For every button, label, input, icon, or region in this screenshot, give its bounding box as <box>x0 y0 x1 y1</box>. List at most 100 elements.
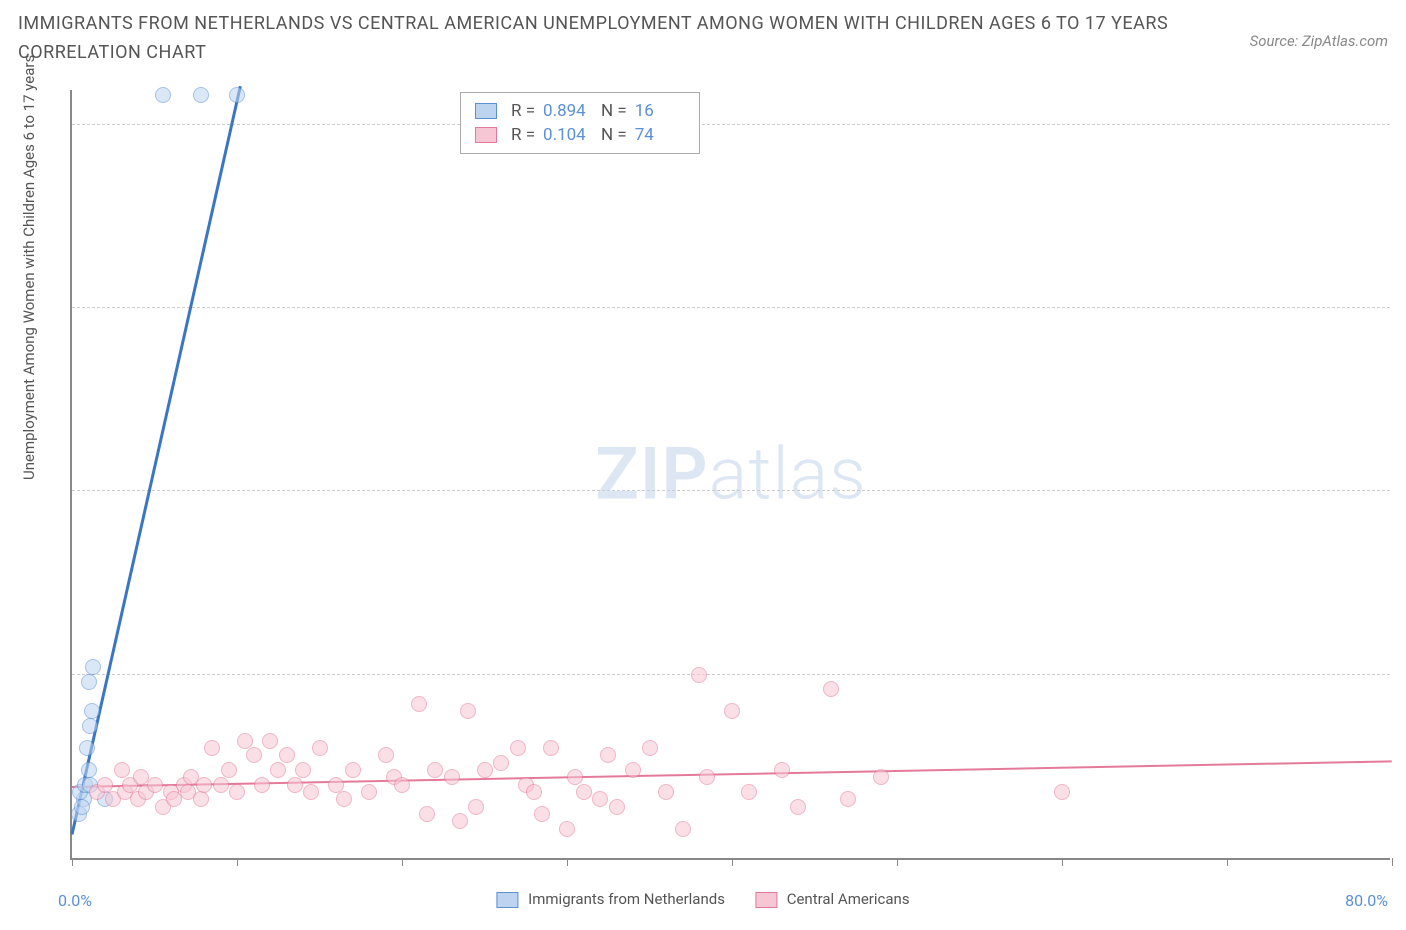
stat-n-label: N = <box>601 125 627 145</box>
data-point <box>361 784 377 800</box>
data-point <box>625 762 641 778</box>
gridline <box>72 124 1390 125</box>
data-point <box>741 784 757 800</box>
data-point <box>1054 784 1070 800</box>
data-point <box>609 799 625 815</box>
legend-swatch-2 <box>475 127 497 143</box>
data-point <box>468 799 484 815</box>
data-point <box>477 762 493 778</box>
x-min-label: 0.0% <box>58 891 92 910</box>
data-point <box>193 791 209 807</box>
x-tick <box>897 858 898 866</box>
x-tick <box>1227 858 1228 866</box>
data-point <box>724 703 740 719</box>
stats-legend-box: R = 0.894 N = 16 R = 0.104 N = 74 <box>460 92 700 154</box>
x-tick <box>1392 858 1393 866</box>
stat-r-label: R = <box>511 125 535 145</box>
data-point <box>600 747 616 763</box>
watermark: ZIPatlas <box>595 432 867 517</box>
data-point <box>155 87 171 103</box>
data-point <box>493 755 509 771</box>
data-point <box>81 674 97 690</box>
gridline <box>72 674 1390 675</box>
data-point <box>444 769 460 785</box>
data-point <box>81 762 97 778</box>
data-point <box>147 777 163 793</box>
stat-n-2: 74 <box>635 125 685 145</box>
data-point <box>419 806 435 822</box>
data-point <box>303 784 319 800</box>
x-tick <box>567 858 568 866</box>
data-point <box>74 799 90 815</box>
y-tick-label: 75.0% <box>1400 299 1406 318</box>
data-point <box>84 703 100 719</box>
y-tick-label: 100.0% <box>1400 115 1406 134</box>
data-point <box>193 87 209 103</box>
data-point <box>576 784 592 800</box>
legend-label-1: Immigrants from Netherlands <box>528 890 725 908</box>
data-point <box>270 762 286 778</box>
plot-area: ZIPatlas 25.0%50.0%75.0%100.0% <box>70 90 1390 860</box>
data-point <box>336 791 352 807</box>
data-point <box>82 718 98 734</box>
data-point <box>840 791 856 807</box>
source-attribution: Source: ZipAtlas.com <box>1250 32 1388 50</box>
data-point <box>114 762 130 778</box>
data-point <box>262 733 278 749</box>
stat-r-label: R = <box>511 101 535 121</box>
legend-swatch-1 <box>475 103 497 119</box>
data-point <box>873 769 889 785</box>
y-tick-label: 50.0% <box>1400 482 1406 501</box>
stats-row-1: R = 0.894 N = 16 <box>475 99 685 123</box>
data-point <box>312 740 328 756</box>
data-point <box>823 681 839 697</box>
data-point <box>452 813 468 829</box>
data-point <box>427 762 443 778</box>
x-tick <box>1062 858 1063 866</box>
x-tick <box>72 858 73 866</box>
data-point <box>196 777 212 793</box>
data-point <box>213 777 229 793</box>
data-point <box>691 667 707 683</box>
trend-line <box>72 761 1392 789</box>
data-point <box>592 791 608 807</box>
source-label: Source: <box>1250 32 1299 50</box>
x-max-label: 80.0% <box>1345 891 1388 910</box>
data-point <box>394 777 410 793</box>
data-point <box>221 762 237 778</box>
data-point <box>642 740 658 756</box>
data-point <box>510 740 526 756</box>
data-point <box>204 740 220 756</box>
data-point <box>279 747 295 763</box>
data-point <box>79 740 95 756</box>
stat-n-label: N = <box>601 101 627 121</box>
y-axis-label: Unemployment Among Women with Children A… <box>20 55 38 480</box>
data-point <box>567 769 583 785</box>
stat-n-1: 16 <box>635 101 685 121</box>
data-point <box>295 762 311 778</box>
data-point <box>411 696 427 712</box>
x-tick <box>732 858 733 866</box>
legend-swatch-2b <box>755 892 777 908</box>
data-point <box>254 777 270 793</box>
data-point <box>526 784 542 800</box>
gridline <box>72 307 1390 308</box>
data-point <box>328 777 344 793</box>
data-point <box>287 777 303 793</box>
data-point <box>699 769 715 785</box>
data-point <box>378 747 394 763</box>
gridline <box>72 490 1390 491</box>
data-point <box>229 87 245 103</box>
data-point <box>675 821 691 837</box>
chart-title: IMMIGRANTS FROM NETHERLANDS VS CENTRAL A… <box>18 10 1206 68</box>
data-point <box>790 799 806 815</box>
x-tick <box>402 858 403 866</box>
legend-label-2: Central Americans <box>787 890 910 908</box>
data-point <box>85 659 101 675</box>
data-point <box>534 806 550 822</box>
x-tick <box>237 858 238 866</box>
stat-r-2: 0.104 <box>543 125 593 145</box>
data-point <box>460 703 476 719</box>
legend-item-1: Immigrants from Netherlands <box>496 890 725 908</box>
stats-row-2: R = 0.104 N = 74 <box>475 123 685 147</box>
